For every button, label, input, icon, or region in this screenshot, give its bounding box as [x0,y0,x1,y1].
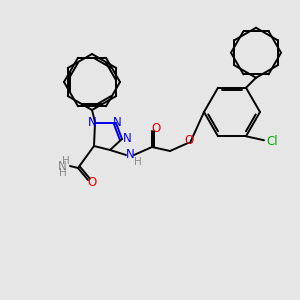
Text: H: H [134,157,142,167]
Text: H: H [62,156,70,166]
Text: N: N [58,160,66,172]
Text: N: N [112,116,122,128]
Text: N: N [126,148,134,160]
Text: O: O [184,134,194,148]
Text: H: H [59,168,67,178]
Text: O: O [87,176,97,188]
Text: Cl: Cl [266,135,278,148]
Text: O: O [152,122,160,134]
Text: N: N [88,116,96,128]
Text: N: N [123,133,131,146]
